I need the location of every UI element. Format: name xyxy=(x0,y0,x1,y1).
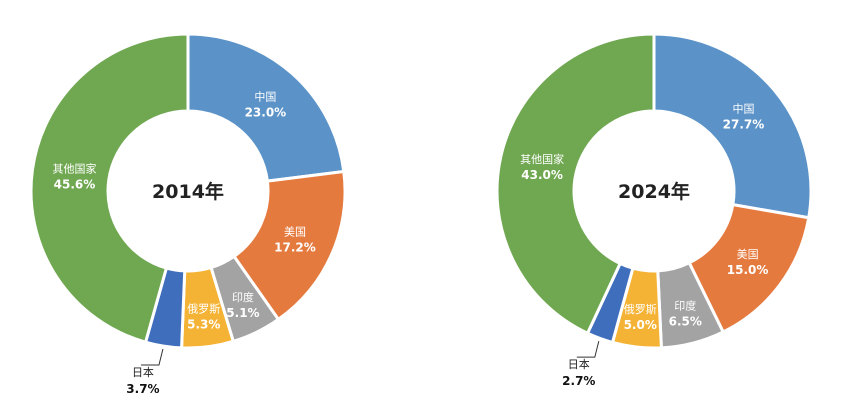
chart-center-title: 2024年 xyxy=(618,180,690,203)
donut-chart-2014: 中国 23.0% 美国 17.2% 印度 5.1% 俄罗斯 5.3% 日本 3.7% 其他国家 45.… xyxy=(29,32,347,396)
donut-chart-2024: 中国 27.7% 美国 15.0% 印度 6.5% 俄罗斯 5.0% 日本 2.7% 其他国家 43.… xyxy=(495,32,813,388)
slice-value-japan: 3.7% xyxy=(126,382,159,396)
slice-value-russia: 5.3% xyxy=(187,318,220,332)
slice-label-japan: 日本 xyxy=(132,365,154,379)
slice-china xyxy=(652,32,813,220)
slice-value-india: 6.5% xyxy=(669,315,702,329)
slice-label-usa: 美国 xyxy=(737,248,759,261)
slice-value-china: 23.0% xyxy=(245,105,287,119)
slice-label-china: 中国 xyxy=(254,90,276,103)
slice-label-russia: 俄罗斯 xyxy=(624,303,657,316)
slice-value-china: 27.7% xyxy=(723,118,765,132)
slice-label-others: 其他国家 xyxy=(52,161,96,175)
chart-center-title: 2014年 xyxy=(152,180,224,203)
slice-value-usa: 17.2% xyxy=(274,240,316,254)
slice-value-others: 45.6% xyxy=(54,177,96,191)
leader-line-japan xyxy=(576,341,600,358)
leader-line-japan xyxy=(140,348,164,366)
slice-label-china: 中国 xyxy=(732,103,754,116)
slice-label-usa: 美国 xyxy=(284,225,306,238)
slice-value-others: 43.0% xyxy=(521,168,563,182)
slice-others xyxy=(495,32,656,336)
slice-label-india: 印度 xyxy=(674,299,696,313)
slice-china xyxy=(186,32,346,183)
slice-value-russia: 5.0% xyxy=(624,318,657,332)
slice-value-india: 5.1% xyxy=(226,306,259,320)
slice-value-usa: 15.0% xyxy=(727,263,769,277)
slice-label-japan: 日本 xyxy=(568,357,590,371)
slice-label-india: 印度 xyxy=(232,290,254,304)
slice-value-japan: 2.7% xyxy=(562,374,595,388)
slice-label-others: 其他国家 xyxy=(520,152,564,166)
slice-label-russia: 俄罗斯 xyxy=(187,303,220,316)
slice-usa xyxy=(231,169,347,322)
slice-others xyxy=(29,32,190,345)
